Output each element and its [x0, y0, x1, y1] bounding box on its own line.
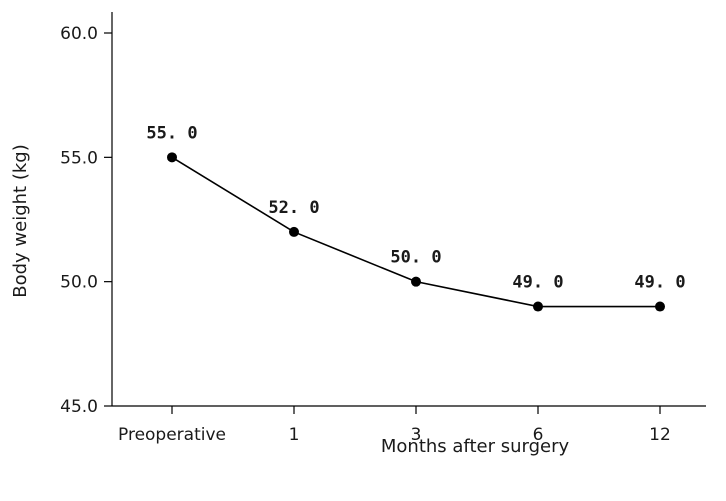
data-label: 55. 0 [146, 123, 197, 143]
y-tick-label: 45.0 [60, 397, 98, 417]
y-ticks: 45.0 50.0 55.0 60.0 [60, 24, 112, 417]
y-axis-title: Body weight (kg) [10, 144, 31, 297]
x-tick-label: 6 [533, 425, 544, 445]
data-label: 50. 0 [390, 248, 441, 268]
data-point [655, 301, 665, 312]
data-label: 49. 0 [512, 273, 563, 293]
data-point [533, 301, 543, 312]
y-tick-label: 50.0 [60, 273, 98, 293]
data-points [167, 152, 665, 312]
x-tick-label: 12 [649, 425, 671, 445]
x-ticks: Preoperative 1 3 6 12 [118, 406, 671, 445]
data-label: 49. 0 [634, 273, 685, 293]
data-point [167, 152, 177, 163]
y-tick-label: 55.0 [60, 148, 98, 168]
x-tick-label: 1 [289, 425, 300, 445]
y-tick-label: 60.0 [60, 24, 98, 44]
data-point [289, 226, 299, 237]
data-labels: 55. 0 52. 0 50. 0 49. 0 49. 0 [146, 123, 685, 292]
x-tick-label: 3 [411, 425, 422, 445]
axes [111, 12, 706, 407]
x-tick-label: Preoperative [118, 425, 226, 445]
data-point [411, 276, 421, 287]
x-axis-title: Months after surgery [381, 436, 570, 457]
data-label: 52. 0 [268, 198, 319, 218]
